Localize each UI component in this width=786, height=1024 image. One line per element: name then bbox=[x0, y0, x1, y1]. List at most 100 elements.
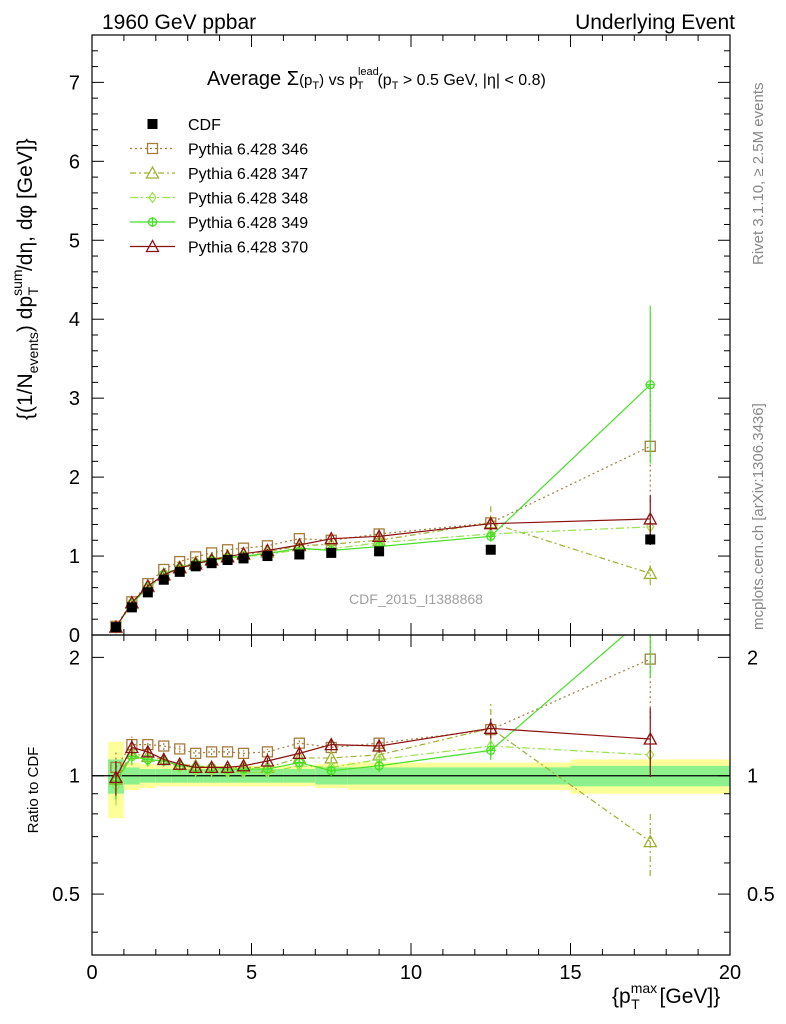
series-1-ratio-point bbox=[221, 746, 234, 758]
series-3-ratio-point bbox=[207, 764, 216, 777]
series-4-ratio-point bbox=[485, 745, 496, 756]
series-5-ratio-point bbox=[372, 738, 387, 752]
cdf-point bbox=[326, 547, 337, 558]
legend-marker bbox=[145, 239, 160, 253]
ratio-y-tick-label: 2 bbox=[69, 647, 80, 669]
main-y-tick-label: 7 bbox=[69, 72, 80, 94]
series-1-ratio-point bbox=[158, 740, 170, 752]
main-y-tick-label: 1 bbox=[69, 546, 80, 568]
series-5-ratio-point bbox=[483, 720, 498, 734]
main-y-tick-label: 6 bbox=[69, 151, 80, 173]
rivet-label: Rivet 3.1.10, ≥ 2.5M events bbox=[750, 83, 767, 266]
ratio-y-label: Ratio to CDF bbox=[25, 747, 42, 834]
series-2-point bbox=[643, 566, 658, 580]
series-3-ratio-point bbox=[295, 759, 304, 772]
header-right: Underlying Event bbox=[575, 11, 735, 34]
cdf-point bbox=[142, 587, 153, 598]
series-4-point bbox=[645, 379, 656, 390]
main-y-tick-label: 5 bbox=[69, 230, 80, 252]
legend-marker bbox=[145, 165, 160, 179]
series-5-line bbox=[115, 518, 651, 628]
ratio-y-tick-label-right: 0.5 bbox=[747, 884, 775, 906]
series-3-ratio-point bbox=[263, 766, 272, 779]
title-vs: vs p bbox=[324, 72, 358, 89]
title-pt-open: (p bbox=[299, 72, 312, 89]
cdf-point bbox=[190, 561, 201, 572]
legend-label: Pythia 6.428 370 bbox=[188, 240, 308, 257]
series-4-ratio-point bbox=[374, 760, 385, 771]
legend-label: Pythia 6.428 349 bbox=[188, 215, 308, 232]
cdf-point bbox=[126, 602, 137, 613]
main-y-tick-label: 0 bbox=[69, 625, 80, 647]
legend-label: Pythia 6.428 347 bbox=[188, 166, 308, 183]
legend-item-cdf: CDF bbox=[147, 117, 221, 134]
title-sub-t2: T bbox=[357, 80, 364, 92]
legend-marker bbox=[146, 142, 159, 155]
legend-item-1: Pythia 6.428 346 bbox=[130, 142, 308, 159]
legend: CDF Pythia 6.428 346 Pythia 6.428 347 Pythi… bbox=[130, 117, 308, 257]
x-tick-label: 0 bbox=[86, 962, 97, 984]
title-sub-t: T bbox=[312, 80, 319, 92]
main-y-tick-label: 2 bbox=[69, 467, 80, 489]
x-tick-label: 20 bbox=[719, 962, 741, 984]
series-3-ratio-point bbox=[191, 764, 200, 777]
x-tick-label: 15 bbox=[559, 962, 581, 984]
main-y-label: {(1/Nevents) dpsumT /dη, dφ [GeV]} bbox=[9, 138, 41, 420]
ratio-y-tick-label: 0.5 bbox=[52, 884, 80, 906]
cdf-point bbox=[222, 555, 233, 565]
series-5-ratio-point bbox=[204, 760, 219, 774]
cdf-point bbox=[206, 558, 217, 569]
title-sub-t3: T bbox=[392, 80, 399, 92]
ylab-p3: /dη, dφ [GeV]} bbox=[14, 138, 37, 277]
ratio-y-tick-label-right: 1 bbox=[747, 766, 758, 788]
series-4-point bbox=[485, 531, 496, 542]
title-prefix: Average bbox=[207, 68, 287, 90]
series-5-ratio-point bbox=[124, 740, 139, 754]
series-1-ratio-point bbox=[205, 746, 218, 758]
series-5-point bbox=[324, 531, 339, 545]
main-y-tick-label: 4 bbox=[69, 309, 80, 331]
series-5-ratio-point bbox=[156, 752, 171, 766]
ratio-y-tick-label: 1 bbox=[69, 766, 80, 788]
legend-item-5: Pythia 6.428 370 bbox=[130, 239, 308, 257]
legend-label-cdf: CDF bbox=[188, 117, 221, 134]
series-4-ratio-point bbox=[645, 608, 655, 618]
legend-marker bbox=[147, 217, 158, 227]
title-sup-lead: lead bbox=[358, 66, 379, 78]
series-5-ratio-point bbox=[643, 731, 658, 745]
xlab-sub-t: T bbox=[631, 996, 640, 1012]
ylab-p2: ) dp bbox=[14, 296, 37, 332]
cdf-point bbox=[374, 546, 385, 557]
series-1-ratio-point bbox=[190, 747, 202, 760]
cdf-point bbox=[110, 622, 121, 633]
legend-item-3: Pythia 6.428 348 bbox=[130, 191, 308, 208]
x-tick-label: 10 bbox=[400, 962, 422, 984]
title-cut: (p bbox=[377, 72, 391, 89]
legend-label: Pythia 6.428 348 bbox=[188, 191, 308, 208]
xlab-p1: {p bbox=[612, 985, 631, 1008]
cdf-point bbox=[238, 553, 249, 564]
header-left: 1960 GeV ppbar bbox=[102, 11, 256, 34]
cdf-point bbox=[294, 549, 305, 560]
series-5-ratio-point bbox=[108, 770, 124, 784]
ylab-sub-t: T bbox=[25, 286, 41, 295]
series-4-ratio-point bbox=[326, 765, 337, 776]
ratio-frame bbox=[91, 634, 731, 956]
series-1-ratio-line bbox=[115, 658, 651, 768]
series-1-ratio-point bbox=[174, 743, 186, 755]
title-pt-close: ) bbox=[319, 72, 324, 89]
cdf-point bbox=[645, 534, 656, 545]
series-5-ratio-point bbox=[140, 744, 155, 758]
xlab-p2: [GeV]} bbox=[654, 985, 721, 1008]
x-label: {pmax T [GeV]} bbox=[612, 980, 720, 1012]
ylab-sup-sum: sum bbox=[9, 269, 25, 295]
series-2-ratio-point bbox=[643, 834, 658, 848]
xlab-sup-max: max bbox=[631, 980, 657, 996]
series-3-ratio-point bbox=[223, 766, 232, 779]
cdf-point bbox=[174, 566, 185, 577]
legend-marker-cdf bbox=[147, 119, 158, 129]
series-1-ratio-point bbox=[237, 747, 250, 760]
legend-marker bbox=[148, 191, 157, 204]
series-5-ratio-point bbox=[188, 760, 203, 774]
